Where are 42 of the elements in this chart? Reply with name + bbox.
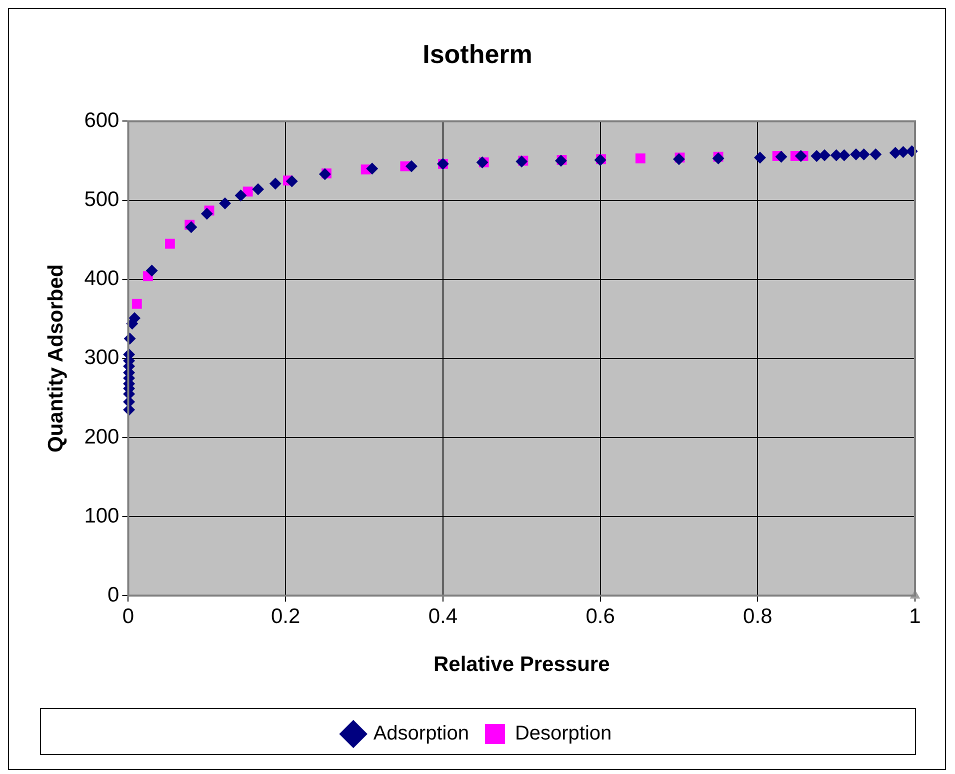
point [476, 156, 488, 168]
point [318, 168, 331, 180]
x-tick-label: 0.4 [428, 604, 458, 628]
y-axis-title: Quantity Adsorbed [44, 264, 68, 453]
y-tick-label: 300 [84, 346, 120, 370]
y-tick-label: 100 [84, 504, 120, 528]
y-tick-label: 0 [108, 583, 120, 606]
point [672, 153, 685, 166]
x-tick-label: 0.2 [270, 604, 300, 628]
y-tick-label: 200 [84, 425, 120, 448]
legend-label: Adsorption [373, 722, 469, 745]
point [712, 152, 724, 164]
y-tick-label: 500 [84, 188, 120, 212]
point [366, 162, 378, 175]
point [754, 152, 766, 164]
legend-label: Desorption [514, 722, 612, 745]
point [870, 148, 882, 160]
point [405, 160, 418, 172]
y-tick-label: 600 [84, 108, 120, 132]
point [185, 221, 198, 234]
point [775, 150, 788, 163]
point [269, 178, 282, 190]
point [200, 208, 213, 220]
point [219, 197, 232, 210]
x-tick-label: 0.8 [743, 604, 772, 628]
point [164, 238, 175, 249]
x-tick-label: 1 [909, 604, 921, 628]
point [818, 149, 831, 162]
y-tick-label: 400 [84, 267, 120, 290]
point [516, 156, 528, 168]
point [234, 190, 247, 202]
x-tick-label: 0 [122, 604, 134, 628]
point [897, 146, 910, 158]
point [146, 264, 158, 277]
point [286, 175, 298, 188]
x-tick-label: 0.6 [586, 604, 615, 628]
point [132, 298, 142, 309]
x-axis-title: Relative Pressure [433, 653, 610, 676]
point [794, 150, 807, 162]
point [252, 183, 264, 196]
point [635, 153, 646, 164]
chart-title: Isotherm [422, 38, 532, 69]
